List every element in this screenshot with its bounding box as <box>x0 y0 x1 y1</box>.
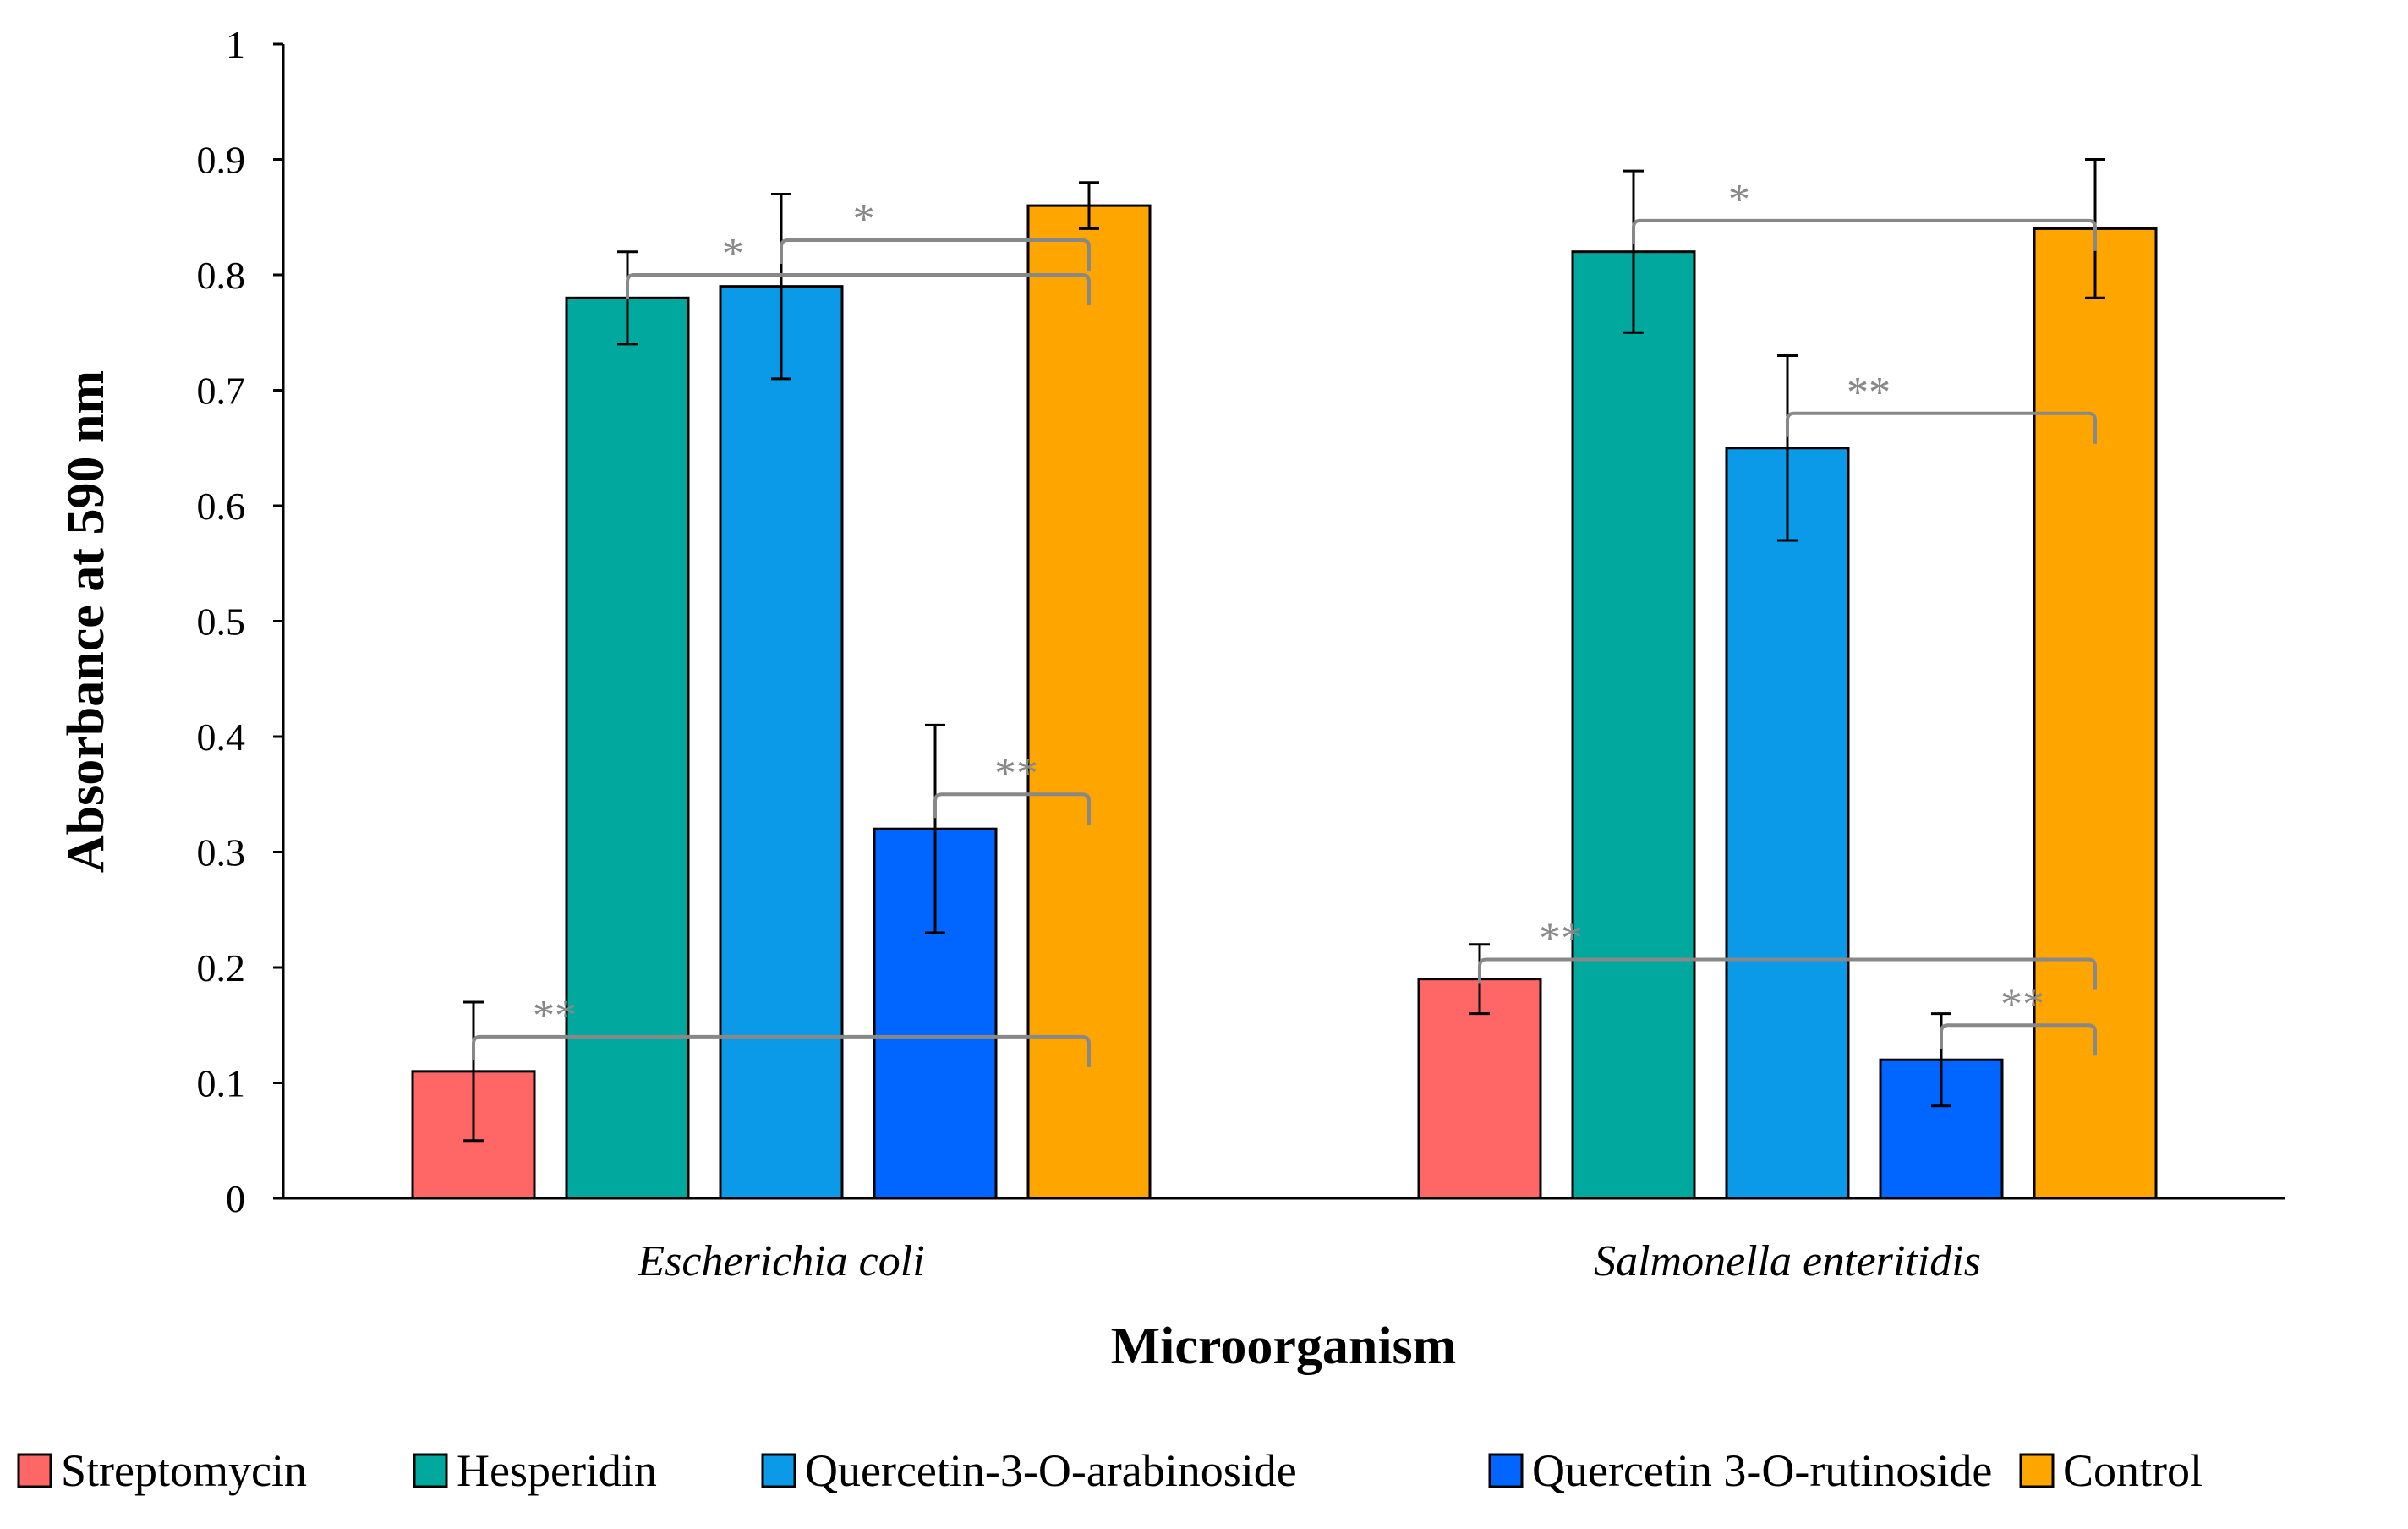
significance-label-2: * <box>853 195 875 244</box>
legend-swatch-0 <box>17 1453 52 1488</box>
legend-label-3: Quercetin 3-O-rutinoside <box>1532 1445 1992 1496</box>
error-bar-2-1 <box>1777 354 1798 542</box>
significance-label-3: ** <box>994 749 1038 797</box>
significance-bracket-2: * <box>780 195 1091 271</box>
y-ticks-layer: 0 0.1 0.2 0.3 0.4 0.5 0.6 0.7 0.8 0.9 1 <box>197 23 283 1220</box>
legend-swatch-3 <box>1488 1453 1524 1488</box>
legend: Streptomycin Hesperidin Quercetin-3-O-arab… <box>17 1445 2203 1496</box>
significance-layer: ************* <box>472 176 2097 1067</box>
y-tick-label-10: 1 <box>226 23 245 66</box>
legend-item-2: Quercetin-3-O-arabinoside <box>761 1445 1297 1496</box>
significance-label-4: ** <box>1539 914 1583 962</box>
y-tick-label-5: 0.5 <box>197 600 246 644</box>
legend-swatch-1 <box>413 1453 448 1488</box>
y-tick-label-7: 0.7 <box>197 370 246 413</box>
y-tick-label-1: 0.1 <box>197 1062 246 1105</box>
category-labels-layer: Escherichia coli Salmonella enteritidis <box>637 1237 1981 1285</box>
significance-bracket-7: ** <box>1940 980 2097 1056</box>
y-tick-label-0: 0 <box>226 1177 245 1220</box>
bar-0-1 <box>1417 978 1542 1200</box>
y-axis-title: Absorbance at 590 nm <box>57 370 115 873</box>
bar-1-0 <box>565 296 690 1200</box>
error-bars-layer <box>463 158 2105 1143</box>
x-axis-title: Microorganism <box>1111 1318 1457 1375</box>
significance-bracket-3: ** <box>933 749 1091 825</box>
error-bar-4-0 <box>1079 181 1099 230</box>
significance-label-7: ** <box>2000 980 2044 1028</box>
significance-bracket-0: ** <box>472 992 1091 1067</box>
category-label-1: Salmonella enteritidis <box>1594 1237 1981 1285</box>
legend-label-1: Hesperidin <box>457 1445 657 1496</box>
y-tick-label-9: 0.9 <box>197 139 246 182</box>
significance-label-0: ** <box>533 992 577 1040</box>
y-tick-label-4: 0.4 <box>197 715 246 759</box>
bar-3-1 <box>1879 1058 2004 1200</box>
significance-bracket-5: * <box>1632 176 2097 251</box>
legend-swatch-2 <box>761 1453 796 1488</box>
legend-label-4: Control <box>2063 1445 2203 1496</box>
y-tick-label-2: 0.2 <box>197 946 246 989</box>
legend-item-3: Quercetin 3-O-rutinoside <box>1488 1445 1992 1496</box>
legend-item-0: Streptomycin <box>17 1445 307 1496</box>
legend-label-2: Quercetin-3-O-arabinoside <box>805 1445 1297 1496</box>
significance-label-6: ** <box>1847 369 1891 417</box>
y-tick-label-6: 0.6 <box>197 485 246 528</box>
legend-swatch-4 <box>2019 1453 2055 1488</box>
significance-bracket-4: ** <box>1478 914 2097 990</box>
bar-1-1 <box>1571 250 1696 1200</box>
legend-label-0: Streptomycin <box>61 1445 307 1496</box>
significance-label-1: * <box>722 230 744 278</box>
legend-item-4: Control <box>2019 1445 2203 1496</box>
bar-4-0 <box>1026 204 1152 1200</box>
legend-item-1: Hesperidin <box>413 1445 657 1496</box>
error-bar-2-0 <box>771 192 791 381</box>
y-tick-label-3: 0.3 <box>197 831 246 874</box>
bar-2-0 <box>719 285 844 1200</box>
error-bar-3-0 <box>925 723 945 934</box>
significance-bracket-1: * <box>626 230 1091 305</box>
category-label-0: Escherichia coli <box>637 1237 924 1285</box>
significance-label-5: * <box>1728 176 1750 224</box>
bars-layer <box>411 204 2158 1200</box>
bar-2-1 <box>1725 447 1850 1200</box>
error-bar-1-1 <box>1623 169 1644 334</box>
y-tick-label-8: 0.8 <box>197 254 246 297</box>
significance-bracket-6: ** <box>1786 369 2097 444</box>
error-bar-0-0 <box>463 1000 484 1143</box>
